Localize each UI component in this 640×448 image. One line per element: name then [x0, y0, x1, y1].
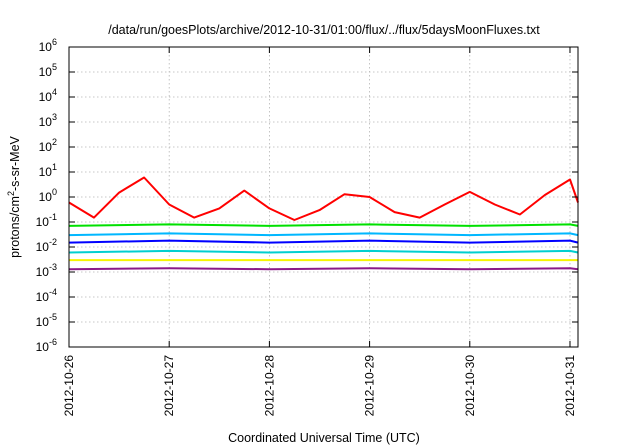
y-tick-label: 102 — [39, 137, 57, 154]
y-tick-label: 10-3 — [36, 262, 57, 279]
y-tick-label-base: 10 — [36, 240, 50, 254]
y-tick-label: 105 — [39, 62, 57, 79]
y-tick-label-base: 10 — [36, 290, 50, 304]
y-tick-label: 101 — [39, 162, 57, 179]
y-tick-label-base: 10 — [39, 115, 53, 129]
y-tick-label-exp: 6 — [52, 37, 57, 47]
series-line-green — [68, 223, 579, 227]
y-tick-label-base: 10 — [36, 340, 50, 354]
y-tick-label-base: 10 — [36, 215, 50, 229]
y-tick-label-exp: 1 — [52, 162, 57, 172]
y-tick-label-exp: 0 — [52, 187, 57, 197]
y-tick-label-base: 10 — [36, 315, 50, 329]
y-axis-label-rest: -s-sr-MeV — [8, 135, 22, 191]
y-tick-label-exp: 4 — [52, 87, 57, 97]
y-axis-label: protons/cm2-s-sr-MeV — [6, 135, 22, 257]
y-tick-label-base: 10 — [39, 90, 53, 104]
y-tick-label: 106 — [39, 37, 57, 54]
series-line-blue — [68, 239, 579, 244]
y-tick-label: 10-4 — [36, 287, 57, 304]
x-tick-label: 2012-10-30 — [463, 355, 477, 417]
x-tick-label: 2012-10-26 — [62, 355, 76, 417]
y-tick-label-exp: -5 — [49, 312, 57, 322]
y-tick-label: 10-1 — [36, 212, 57, 229]
x-tick-label: 2012-10-27 — [162, 355, 176, 417]
y-tick-label-base: 10 — [39, 165, 53, 179]
y-tick-label: 10-6 — [36, 337, 57, 354]
y-tick-label-base: 10 — [39, 40, 53, 54]
y-tick-label: 104 — [39, 87, 57, 104]
y-axis-label-base: protons/cm — [8, 196, 22, 258]
y-tick-label: 103 — [39, 112, 57, 129]
y-tick-label-exp: 3 — [52, 112, 57, 122]
y-tick-label-base: 10 — [39, 65, 53, 79]
series-group — [68, 176, 579, 271]
grid — [69, 47, 578, 347]
y-axis-label-sup: 2 — [6, 191, 16, 196]
series-line-cyan — [68, 249, 579, 254]
series-line-purple — [68, 267, 579, 271]
x-axis-label: Coordinated Universal Time (UTC) — [228, 431, 420, 445]
x-tick-label: 2012-10-28 — [262, 355, 276, 417]
y-tick-label-base: 10 — [39, 190, 53, 204]
y-tick-label-exp: 5 — [52, 62, 57, 72]
y-tick-label-base: 10 — [39, 140, 53, 154]
x-tick-label: 2012-10-29 — [363, 355, 377, 417]
y-tick-label-exp: -4 — [49, 287, 57, 297]
y-tick-label-exp: -3 — [49, 262, 57, 272]
axis-ticks: 10610510410310210110010-110-210-310-410-… — [36, 37, 578, 416]
y-tick-label: 10-2 — [36, 237, 57, 254]
y-tick-label-exp: -2 — [49, 237, 57, 247]
y-tick-label: 100 — [39, 187, 57, 204]
y-tick-label-exp: -6 — [49, 337, 57, 347]
x-tick-label: 2012-10-31 — [563, 355, 577, 417]
chart-title: /data/run/goesPlots/archive/2012-10-31/0… — [108, 23, 540, 37]
series-line-sky-blue — [68, 232, 579, 237]
series-line-red — [68, 176, 579, 221]
y-tick-label-exp: 2 — [52, 137, 57, 147]
y-tick-label: 10-5 — [36, 312, 57, 329]
y-tick-label-base: 10 — [36, 265, 50, 279]
y-tick-label-exp: -1 — [49, 212, 57, 222]
